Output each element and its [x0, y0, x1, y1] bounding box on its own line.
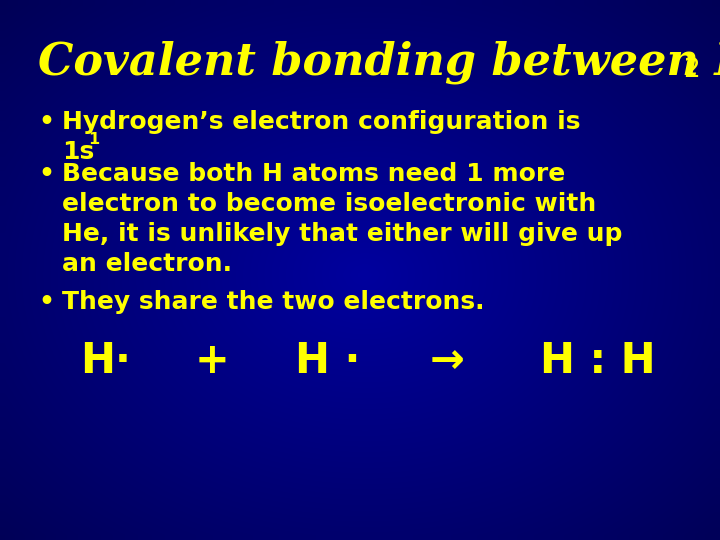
Text: electron to become isoelectronic with: electron to become isoelectronic with [62, 192, 596, 216]
Text: an electron.: an electron. [62, 252, 232, 276]
Text: $_2$: $_2$ [683, 43, 700, 80]
Text: •: • [38, 162, 54, 186]
Text: Hydrogen’s electron configuration is: Hydrogen’s electron configuration is [62, 110, 580, 134]
Text: 1s: 1s [62, 140, 94, 164]
Text: Because both H atoms need 1 more: Because both H atoms need 1 more [62, 162, 565, 186]
Text: •: • [38, 110, 54, 134]
Text: 1: 1 [88, 132, 99, 147]
Text: •: • [38, 290, 54, 314]
Text: H·: H· [80, 340, 131, 382]
Text: They share the two electrons.: They share the two electrons. [62, 290, 485, 314]
Text: He, it is unlikely that either will give up: He, it is unlikely that either will give… [62, 222, 622, 246]
Text: →: → [430, 340, 465, 382]
Text: Covalent bonding between H: Covalent bonding between H [38, 40, 720, 84]
Text: H : H: H : H [540, 340, 656, 382]
Text: +: + [195, 340, 230, 382]
Text: H ·: H · [295, 340, 361, 382]
